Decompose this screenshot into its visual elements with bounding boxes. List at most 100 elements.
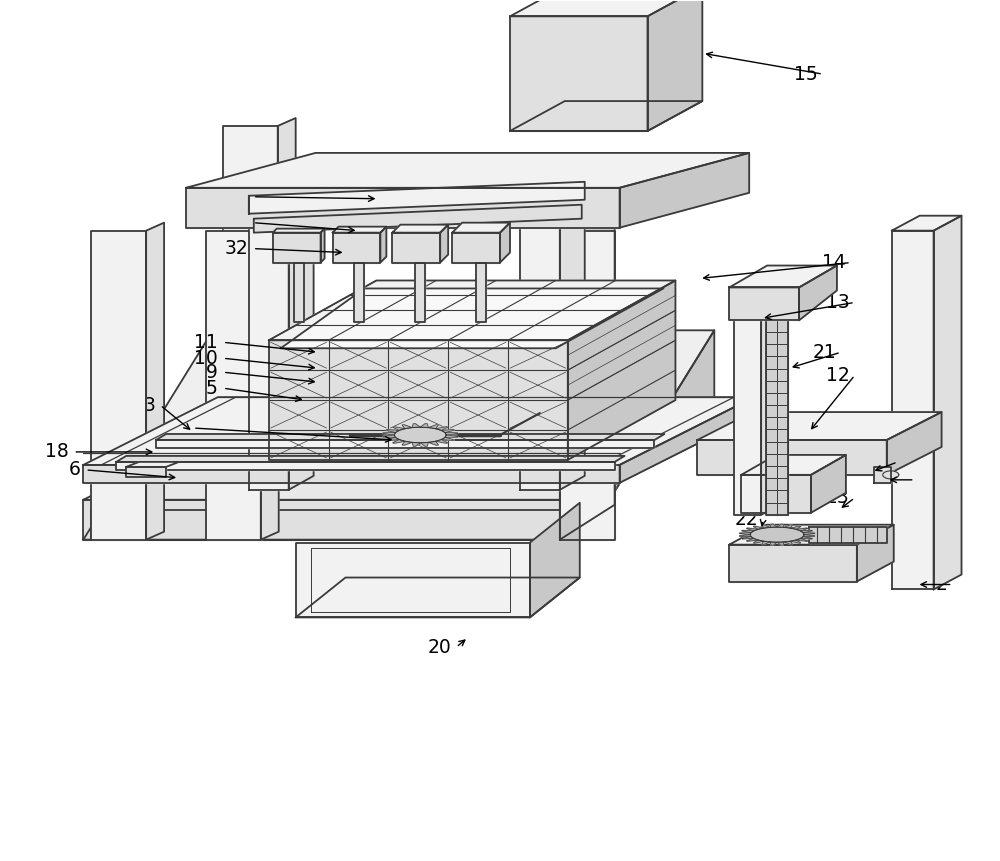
Text: 5: 5 — [206, 379, 218, 398]
Polygon shape — [415, 263, 425, 322]
Polygon shape — [146, 223, 164, 540]
Polygon shape — [441, 437, 455, 441]
Polygon shape — [83, 465, 620, 483]
Polygon shape — [254, 205, 582, 232]
Polygon shape — [116, 461, 615, 470]
Polygon shape — [91, 231, 146, 540]
Text: 12: 12 — [826, 366, 850, 385]
Polygon shape — [383, 432, 396, 435]
Text: 11: 11 — [194, 333, 218, 352]
Polygon shape — [741, 455, 846, 475]
Polygon shape — [392, 232, 440, 263]
Polygon shape — [734, 277, 781, 288]
Polygon shape — [729, 265, 837, 288]
Polygon shape — [278, 118, 296, 435]
Polygon shape — [445, 432, 458, 435]
Polygon shape — [428, 424, 439, 429]
Polygon shape — [445, 435, 458, 437]
Text: 6: 6 — [68, 461, 80, 480]
Polygon shape — [452, 232, 500, 263]
Polygon shape — [766, 295, 788, 515]
Polygon shape — [883, 471, 899, 479]
Text: 15: 15 — [794, 65, 818, 84]
Polygon shape — [333, 226, 386, 232]
Polygon shape — [386, 430, 399, 432]
Polygon shape — [784, 524, 793, 528]
Polygon shape — [746, 538, 758, 542]
Polygon shape — [402, 424, 412, 429]
Polygon shape — [770, 542, 777, 545]
Polygon shape — [800, 530, 812, 533]
Polygon shape — [402, 442, 412, 445]
Polygon shape — [261, 223, 279, 540]
Polygon shape — [762, 542, 770, 544]
Polygon shape — [811, 455, 846, 513]
Text: 9: 9 — [206, 362, 218, 381]
Polygon shape — [500, 223, 510, 263]
Text: 2: 2 — [936, 575, 948, 594]
Polygon shape — [249, 170, 289, 490]
Polygon shape — [753, 526, 764, 530]
Polygon shape — [560, 231, 615, 540]
Polygon shape — [892, 231, 934, 590]
Polygon shape — [934, 216, 962, 590]
Polygon shape — [648, 0, 702, 131]
Polygon shape — [441, 430, 455, 432]
Polygon shape — [156, 434, 664, 440]
Polygon shape — [83, 435, 714, 499]
Polygon shape — [476, 263, 486, 322]
Text: 31: 31 — [224, 214, 248, 232]
Text: 18: 18 — [45, 443, 68, 461]
Polygon shape — [269, 281, 675, 340]
Polygon shape — [156, 440, 654, 448]
Polygon shape — [510, 16, 648, 131]
Polygon shape — [420, 443, 428, 446]
Polygon shape — [393, 440, 405, 443]
Polygon shape — [803, 535, 815, 536]
Polygon shape — [91, 510, 615, 540]
Polygon shape — [435, 440, 448, 443]
Polygon shape — [186, 188, 620, 227]
Text: 32: 32 — [224, 239, 248, 258]
Polygon shape — [520, 170, 560, 490]
Polygon shape — [729, 288, 799, 320]
Text: 17: 17 — [224, 187, 248, 207]
Polygon shape — [761, 277, 781, 515]
Polygon shape — [803, 533, 815, 535]
Text: 1: 1 — [898, 470, 910, 489]
Polygon shape — [269, 340, 568, 460]
Polygon shape — [799, 265, 837, 320]
Polygon shape — [452, 223, 510, 232]
Polygon shape — [206, 231, 261, 540]
Polygon shape — [386, 437, 399, 441]
Polygon shape — [394, 427, 446, 443]
Polygon shape — [746, 528, 758, 531]
Polygon shape — [729, 545, 857, 581]
Polygon shape — [739, 533, 751, 535]
Polygon shape — [83, 397, 754, 465]
Polygon shape — [560, 157, 585, 490]
Polygon shape — [585, 331, 714, 540]
Polygon shape — [510, 0, 702, 16]
Polygon shape — [734, 288, 761, 515]
Polygon shape — [742, 536, 754, 539]
Polygon shape — [273, 229, 325, 232]
Polygon shape — [296, 578, 580, 617]
Text: 14: 14 — [822, 253, 846, 272]
Polygon shape — [530, 503, 580, 617]
Text: 4: 4 — [176, 418, 188, 437]
Polygon shape — [420, 424, 428, 428]
Polygon shape — [777, 542, 784, 545]
Polygon shape — [186, 153, 749, 188]
Polygon shape — [857, 524, 894, 581]
Polygon shape — [440, 225, 448, 263]
Polygon shape — [796, 538, 808, 542]
Polygon shape — [809, 527, 887, 542]
Polygon shape — [83, 331, 714, 540]
Polygon shape — [560, 195, 615, 540]
Polygon shape — [697, 440, 887, 475]
Polygon shape — [116, 456, 625, 461]
Polygon shape — [412, 424, 420, 428]
Polygon shape — [739, 535, 751, 536]
Polygon shape — [697, 412, 942, 440]
